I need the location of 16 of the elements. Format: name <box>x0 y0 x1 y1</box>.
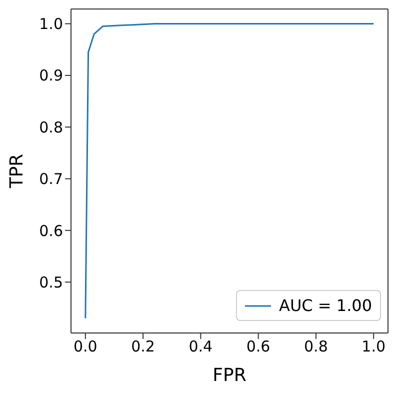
y-tick-label: 0.9 <box>39 66 63 85</box>
x-axis-title: FPR <box>212 365 246 386</box>
x-tick-label: 0.4 <box>188 338 213 356</box>
legend-label: AUC = 1.00 <box>279 296 372 315</box>
y-tick-label: 0.5 <box>39 273 63 292</box>
x-tick-label: 0.6 <box>246 338 270 356</box>
x-tick-label: 1.0 <box>362 338 386 356</box>
y-tick-label: 0.6 <box>39 222 63 240</box>
y-tick-label: 1.0 <box>39 15 63 34</box>
line-series <box>84 22 374 320</box>
y-tick-label: 0.8 <box>39 118 63 136</box>
x-tick-label: 0.8 <box>304 338 328 356</box>
y-tick-label: 0.7 <box>39 170 63 188</box>
x-tick-label: 0.2 <box>131 338 155 356</box>
x-tick-label: 0.0 <box>73 338 98 356</box>
y-axis-title: TPR <box>6 154 28 190</box>
